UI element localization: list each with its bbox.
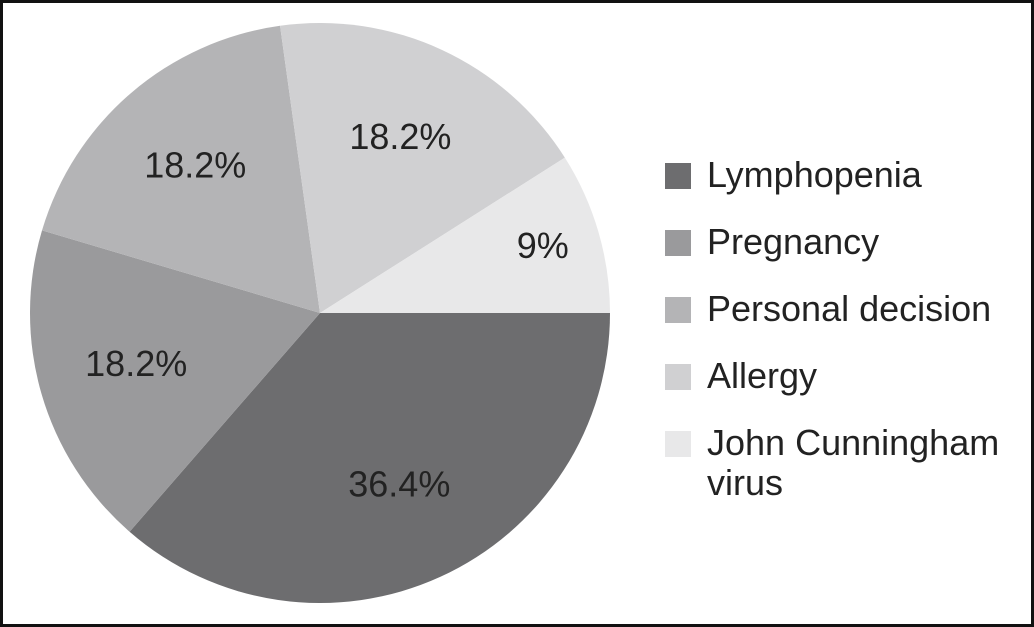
pie-slice (29, 230, 321, 532)
legend-swatch (665, 163, 691, 189)
legend-label: John Cunningham virus (707, 422, 1000, 503)
legend-item: John Cunningham virus (665, 423, 1025, 503)
legend-item: Personal decision (665, 289, 1025, 329)
chart: 36.4% 18.2% 18.2% 18.2% 9% (29, 23, 610, 603)
data-label: 18.2% (85, 343, 187, 384)
pie-slice (320, 157, 610, 313)
legend-label: Lymphopenia (707, 154, 922, 195)
data-label: 9% (517, 225, 569, 266)
legend-item: Pregnancy (665, 222, 1025, 262)
data-label: 18.2% (349, 116, 451, 157)
pie-slice (280, 23, 565, 314)
legend-swatch (665, 364, 691, 390)
data-label: 36.4% (348, 464, 450, 505)
legend-swatch (665, 230, 691, 256)
legend: Lymphopenia Pregnancy Personal decision All… (665, 155, 1025, 530)
pie-slice (129, 313, 610, 603)
data-label: 18.2% (144, 144, 246, 185)
legend-label: Personal decision (707, 288, 992, 329)
legend-label: Pregnancy (707, 221, 880, 262)
legend-swatch (665, 431, 691, 457)
legend-label: Allergy (707, 355, 818, 396)
legend-swatch (665, 297, 691, 323)
legend-item: Allergy (665, 356, 1025, 396)
pie-slice (42, 25, 320, 314)
legend-item: Lymphopenia (665, 155, 1025, 195)
